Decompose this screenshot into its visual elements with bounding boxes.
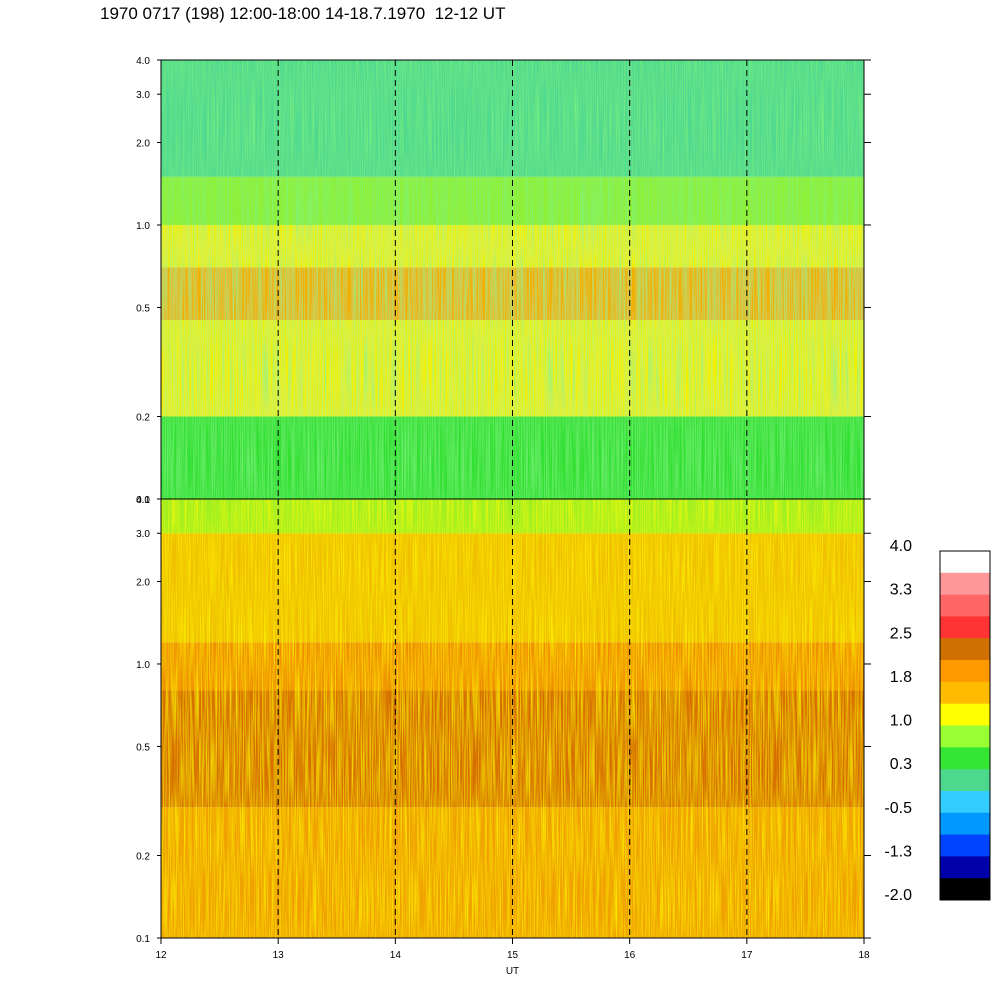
spectrum-band	[161, 416, 864, 499]
hour-markers	[277, 60, 748, 938]
x-tick-label: 13	[273, 950, 285, 961]
colorbar-swatch	[940, 572, 990, 596]
x-tick-label: 14	[390, 950, 402, 961]
y-tick-label: 4.0	[136, 56, 150, 67]
colorbar-swatch	[940, 812, 990, 836]
y-tick-label: 0.5	[136, 303, 150, 314]
y-tick-label: 2.0	[136, 577, 150, 588]
colorbar: 4.0 3.3 2.5 1.8 1.0 0.3 -0.5 -1.3 -2.0	[884, 538, 991, 904]
colorbar-swatch	[940, 681, 990, 705]
colorbar-swatch	[940, 790, 990, 814]
x-tick-label: 17	[741, 950, 753, 961]
colorbar-swatch	[940, 856, 990, 879]
x-tick-label: 15	[507, 950, 519, 961]
y-tick-label: 1.0	[136, 660, 150, 671]
colorbar-swatch	[940, 660, 990, 683]
colorbar-swatch	[940, 551, 990, 574]
colorbar-swatch	[940, 747, 990, 770]
y-tick-label: 1.0	[136, 221, 150, 232]
y-tick-label: 0.1	[136, 934, 150, 945]
colorbar-label: -0.5	[884, 800, 912, 817]
colorbar-label: 4.0	[890, 538, 912, 555]
y-tick-label: 0.2	[136, 413, 150, 424]
axes: 0.10.20.51.02.03.04.00.10.20.51.02.03.04…	[136, 56, 871, 977]
colorbar-frame	[939, 550, 991, 901]
x-tick-label: 12	[155, 950, 167, 961]
colorbar-swatch	[940, 834, 990, 857]
colorbar-label: 0.3	[890, 756, 912, 773]
x-tick-label: 16	[624, 950, 636, 961]
y-tick-label: 0.2	[136, 852, 150, 863]
colorbar-swatch	[940, 769, 990, 792]
colorbar-label: 1.8	[890, 669, 912, 686]
colorbar-swatch	[940, 594, 990, 617]
y-tick-label: 3.0	[136, 529, 150, 540]
y-tick-label: 2.0	[136, 138, 150, 149]
spectrum-band	[161, 60, 864, 177]
y-tick-label: 0.5	[136, 742, 150, 753]
y-tick-label: 0.1	[136, 495, 150, 506]
page-title: 1970 0717 (198) 12:00-18:00 14-18.7.1970…	[100, 4, 506, 23]
y-tick-label: 4.0	[136, 495, 150, 506]
colorbar-swatch	[940, 878, 990, 901]
colorbar-label: -2.0	[884, 887, 912, 904]
colorbar-label: 3.3	[890, 582, 912, 599]
colorbar-swatch	[940, 703, 990, 726]
colorbar-swatch	[940, 725, 990, 748]
x-axis-label: UT	[506, 966, 519, 977]
x-tick-label: 18	[858, 950, 870, 961]
colorbar-label: -1.3	[884, 843, 912, 860]
colorbar-swatch	[940, 616, 990, 639]
y-tick-label: 3.0	[136, 90, 150, 101]
colorbar-label: 2.5	[890, 625, 912, 642]
colorbar-swatch	[940, 638, 990, 661]
colorbar-label: 1.0	[890, 713, 912, 730]
